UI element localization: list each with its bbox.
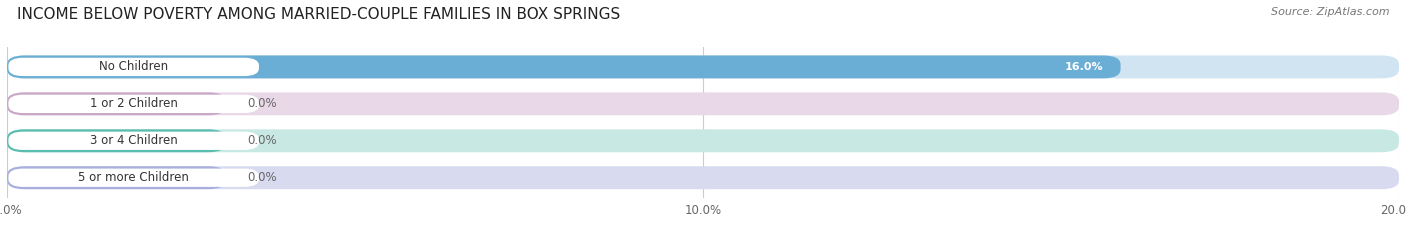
FancyBboxPatch shape — [7, 55, 1121, 78]
Text: 0.0%: 0.0% — [247, 97, 277, 110]
FancyBboxPatch shape — [7, 166, 226, 189]
Text: 5 or more Children: 5 or more Children — [79, 171, 190, 184]
FancyBboxPatch shape — [7, 93, 1399, 115]
FancyBboxPatch shape — [7, 129, 226, 152]
Text: 3 or 4 Children: 3 or 4 Children — [90, 134, 177, 147]
Text: No Children: No Children — [100, 60, 169, 73]
Text: 1 or 2 Children: 1 or 2 Children — [90, 97, 177, 110]
FancyBboxPatch shape — [8, 58, 259, 76]
FancyBboxPatch shape — [8, 168, 259, 187]
FancyBboxPatch shape — [7, 129, 1399, 152]
Text: Source: ZipAtlas.com: Source: ZipAtlas.com — [1271, 7, 1389, 17]
Text: 0.0%: 0.0% — [247, 134, 277, 147]
FancyBboxPatch shape — [7, 93, 226, 115]
Text: 16.0%: 16.0% — [1064, 62, 1104, 72]
Text: INCOME BELOW POVERTY AMONG MARRIED-COUPLE FAMILIES IN BOX SPRINGS: INCOME BELOW POVERTY AMONG MARRIED-COUPL… — [17, 7, 620, 22]
FancyBboxPatch shape — [7, 55, 1399, 78]
FancyBboxPatch shape — [8, 95, 259, 113]
Text: 0.0%: 0.0% — [247, 171, 277, 184]
FancyBboxPatch shape — [8, 132, 259, 150]
FancyBboxPatch shape — [7, 166, 1399, 189]
